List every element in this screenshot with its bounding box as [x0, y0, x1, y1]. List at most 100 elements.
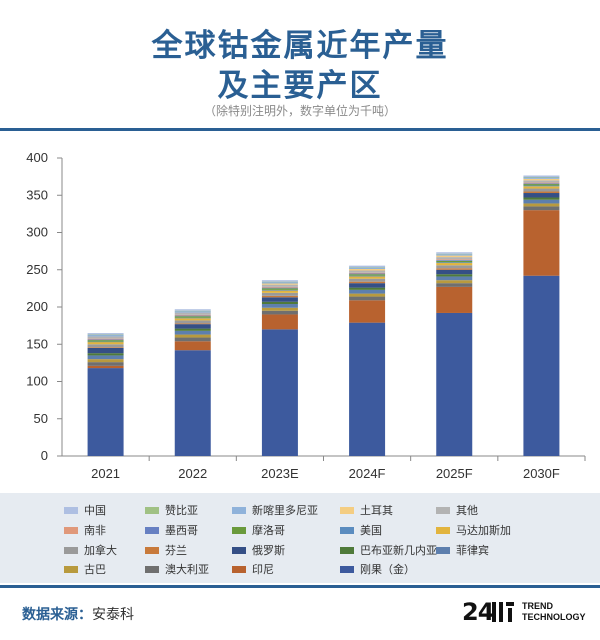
- bar-segment: [523, 185, 560, 187]
- y-tick-label: 0: [41, 448, 48, 463]
- bar-segment: [261, 287, 298, 289]
- stacked-bar-chart: 0 50 100 150 200 250 300 350 400 2021 2022 2023E 202…: [26, 150, 586, 481]
- bar-segment: [436, 253, 473, 255]
- legend-label: 澳大利亚: [165, 563, 209, 576]
- bar-segment: [349, 273, 386, 275]
- chart-subtitle: （除特别注明外，数字单位为千吨）: [203, 104, 396, 118]
- bar-segment: [349, 275, 386, 277]
- legend-swatch: [340, 565, 354, 573]
- data-source-label: 数据来源：: [22, 607, 92, 623]
- bar-segment: [523, 180, 560, 183]
- legend-item: 印尼: [232, 563, 274, 577]
- logo-number: 24: [462, 598, 494, 626]
- legend-label: 其他: [456, 504, 478, 517]
- legend-swatch: [64, 546, 78, 554]
- bar-segment: [87, 342, 124, 345]
- bar-segment: [174, 337, 211, 342]
- bar-segment: [174, 350, 211, 456]
- bar-segment: [349, 289, 386, 294]
- legend-swatch: [232, 546, 246, 554]
- bar-segment: [174, 323, 211, 325]
- bar-segment: [261, 289, 298, 291]
- bar-segment: [174, 320, 211, 324]
- bar-segment: [261, 314, 298, 330]
- legend-item: 巴布亚新几内亚: [340, 544, 437, 558]
- bar-segment: [436, 268, 473, 270]
- legend-swatch: [232, 526, 246, 534]
- bar-segment: [87, 362, 124, 366]
- legend-swatch: [64, 526, 78, 534]
- legend-label: 加拿大: [84, 544, 117, 557]
- chart-title-line2: 及主要产区: [217, 68, 383, 104]
- legend-label: 菲律宾: [456, 544, 489, 557]
- legend-swatch: [232, 565, 246, 573]
- x-tick-label: 2030F: [523, 466, 560, 481]
- chart-title-line1: 全球钴金属近年产量: [151, 28, 449, 64]
- data-source: 数据来源：安泰科: [22, 604, 134, 624]
- x-tick-label: 2025F: [436, 466, 473, 481]
- logo-text-trend: TREND: [522, 601, 553, 611]
- legend-item: 古巴: [64, 563, 106, 577]
- bar-segment: [87, 333, 124, 335]
- bar-segment: [436, 286, 473, 313]
- bar-segment: [261, 283, 298, 285]
- bar-segment: [523, 275, 560, 456]
- legend-swatch: [436, 526, 450, 534]
- bar-segment: [436, 262, 473, 264]
- bar-segment: [523, 188, 560, 192]
- bar-segment: [436, 252, 473, 254]
- bar-segment: [174, 341, 211, 351]
- bar-segment: [349, 272, 386, 274]
- bar-segment: [174, 316, 211, 318]
- bar-segment: [436, 255, 473, 258]
- bar-segment: [436, 280, 473, 284]
- bar-segment: [436, 276, 473, 281]
- bar-segment: [436, 263, 473, 266]
- bar-segment: [261, 282, 298, 284]
- bar-segment: [349, 283, 386, 288]
- legend-swatch: [436, 546, 450, 554]
- bar-segment: [523, 175, 560, 177]
- legend-label: 刚果（金）: [360, 563, 415, 576]
- legend-swatch: [145, 506, 159, 514]
- legend-item: 新喀里多尼亚: [232, 504, 318, 518]
- legend-item: 赞比亚: [145, 504, 198, 518]
- bar-segment: [261, 310, 298, 315]
- bar-segment: [261, 292, 298, 296]
- bar-segment: [349, 269, 386, 271]
- legend-label: 新喀里多尼亚: [252, 504, 318, 517]
- legend-swatch: [64, 506, 78, 514]
- bar-segment: [261, 290, 298, 293]
- bar-segment: [261, 286, 298, 288]
- bar-segment: [523, 199, 560, 204]
- bar-segment: [436, 259, 473, 261]
- bar-segment: [436, 269, 473, 275]
- bar-segment: [349, 296, 386, 301]
- bar-segment: [523, 182, 560, 184]
- bar-segment: [87, 359, 124, 363]
- y-tick-label: 100: [26, 374, 48, 389]
- bar-segment: [174, 314, 211, 316]
- bar-segment: [523, 184, 560, 186]
- legend-item: 马达加斯加: [436, 524, 511, 538]
- bar-segment: [174, 328, 211, 331]
- bottom-divider: [0, 585, 600, 588]
- bar-segment: [523, 183, 560, 185]
- legend-item: 南非: [64, 524, 106, 538]
- bar-segment: [436, 312, 473, 456]
- legend-label: 巴布亚新几内亚: [360, 544, 437, 557]
- bar-segment: [436, 260, 473, 261]
- bar-segment: [87, 365, 124, 369]
- legend-swatch: [145, 526, 159, 534]
- brand-logo: 24 TREND TECHNOLOGY: [462, 598, 592, 628]
- legend-label: 印尼: [252, 563, 274, 576]
- data-source-value: 安泰科: [92, 607, 134, 623]
- bar-segment: [261, 297, 298, 302]
- bar-segment: [523, 176, 560, 178]
- bar-segment: [174, 311, 211, 313]
- bar-segment: [523, 203, 560, 207]
- bar-segment: [349, 322, 386, 456]
- legend-label: 马达加斯加: [456, 524, 511, 537]
- bar-segment: [349, 276, 386, 279]
- bar-segment: [261, 288, 298, 290]
